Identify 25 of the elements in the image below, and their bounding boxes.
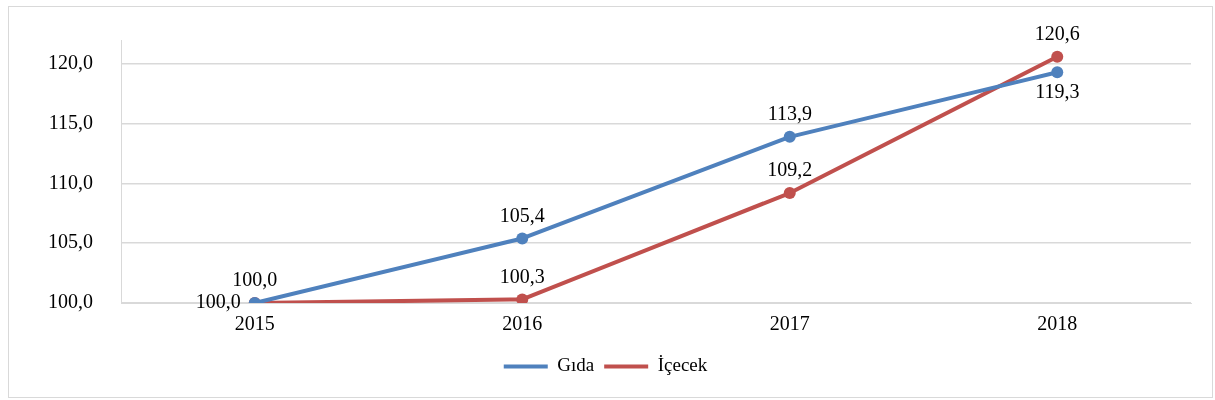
point: [516, 293, 529, 303]
x-tick-label: 2015: [234, 312, 275, 335]
point: [783, 187, 796, 200]
x-tick-label: 2018: [1037, 312, 1078, 335]
y-tick-label: 100,0: [48, 290, 93, 313]
point: [1051, 66, 1064, 79]
y-tick-label: 115,0: [48, 110, 93, 133]
legend-label: Gıda: [557, 354, 595, 376]
point: [516, 232, 529, 245]
y-tick-label: 120,0: [48, 51, 93, 74]
y-tick-label: 110,0: [48, 170, 93, 193]
point: [1051, 50, 1064, 63]
data-label: 100,0: [195, 290, 241, 313]
data-label: 100,0: [232, 268, 278, 291]
data-label: 105,4: [499, 203, 545, 226]
data-label: 109,2: [767, 158, 813, 181]
data-label: 113,9: [767, 102, 812, 125]
x-tick-label: 2017: [769, 312, 810, 335]
point: [783, 130, 796, 143]
data-label: 119,3: [1035, 79, 1080, 102]
x-tick-label: 2016: [502, 312, 543, 335]
data-label: 100,3: [499, 264, 545, 287]
legend-label: İçecek: [657, 354, 708, 376]
y-tick-label: 105,0: [48, 230, 93, 253]
data-label: 120,6: [1034, 21, 1080, 44]
